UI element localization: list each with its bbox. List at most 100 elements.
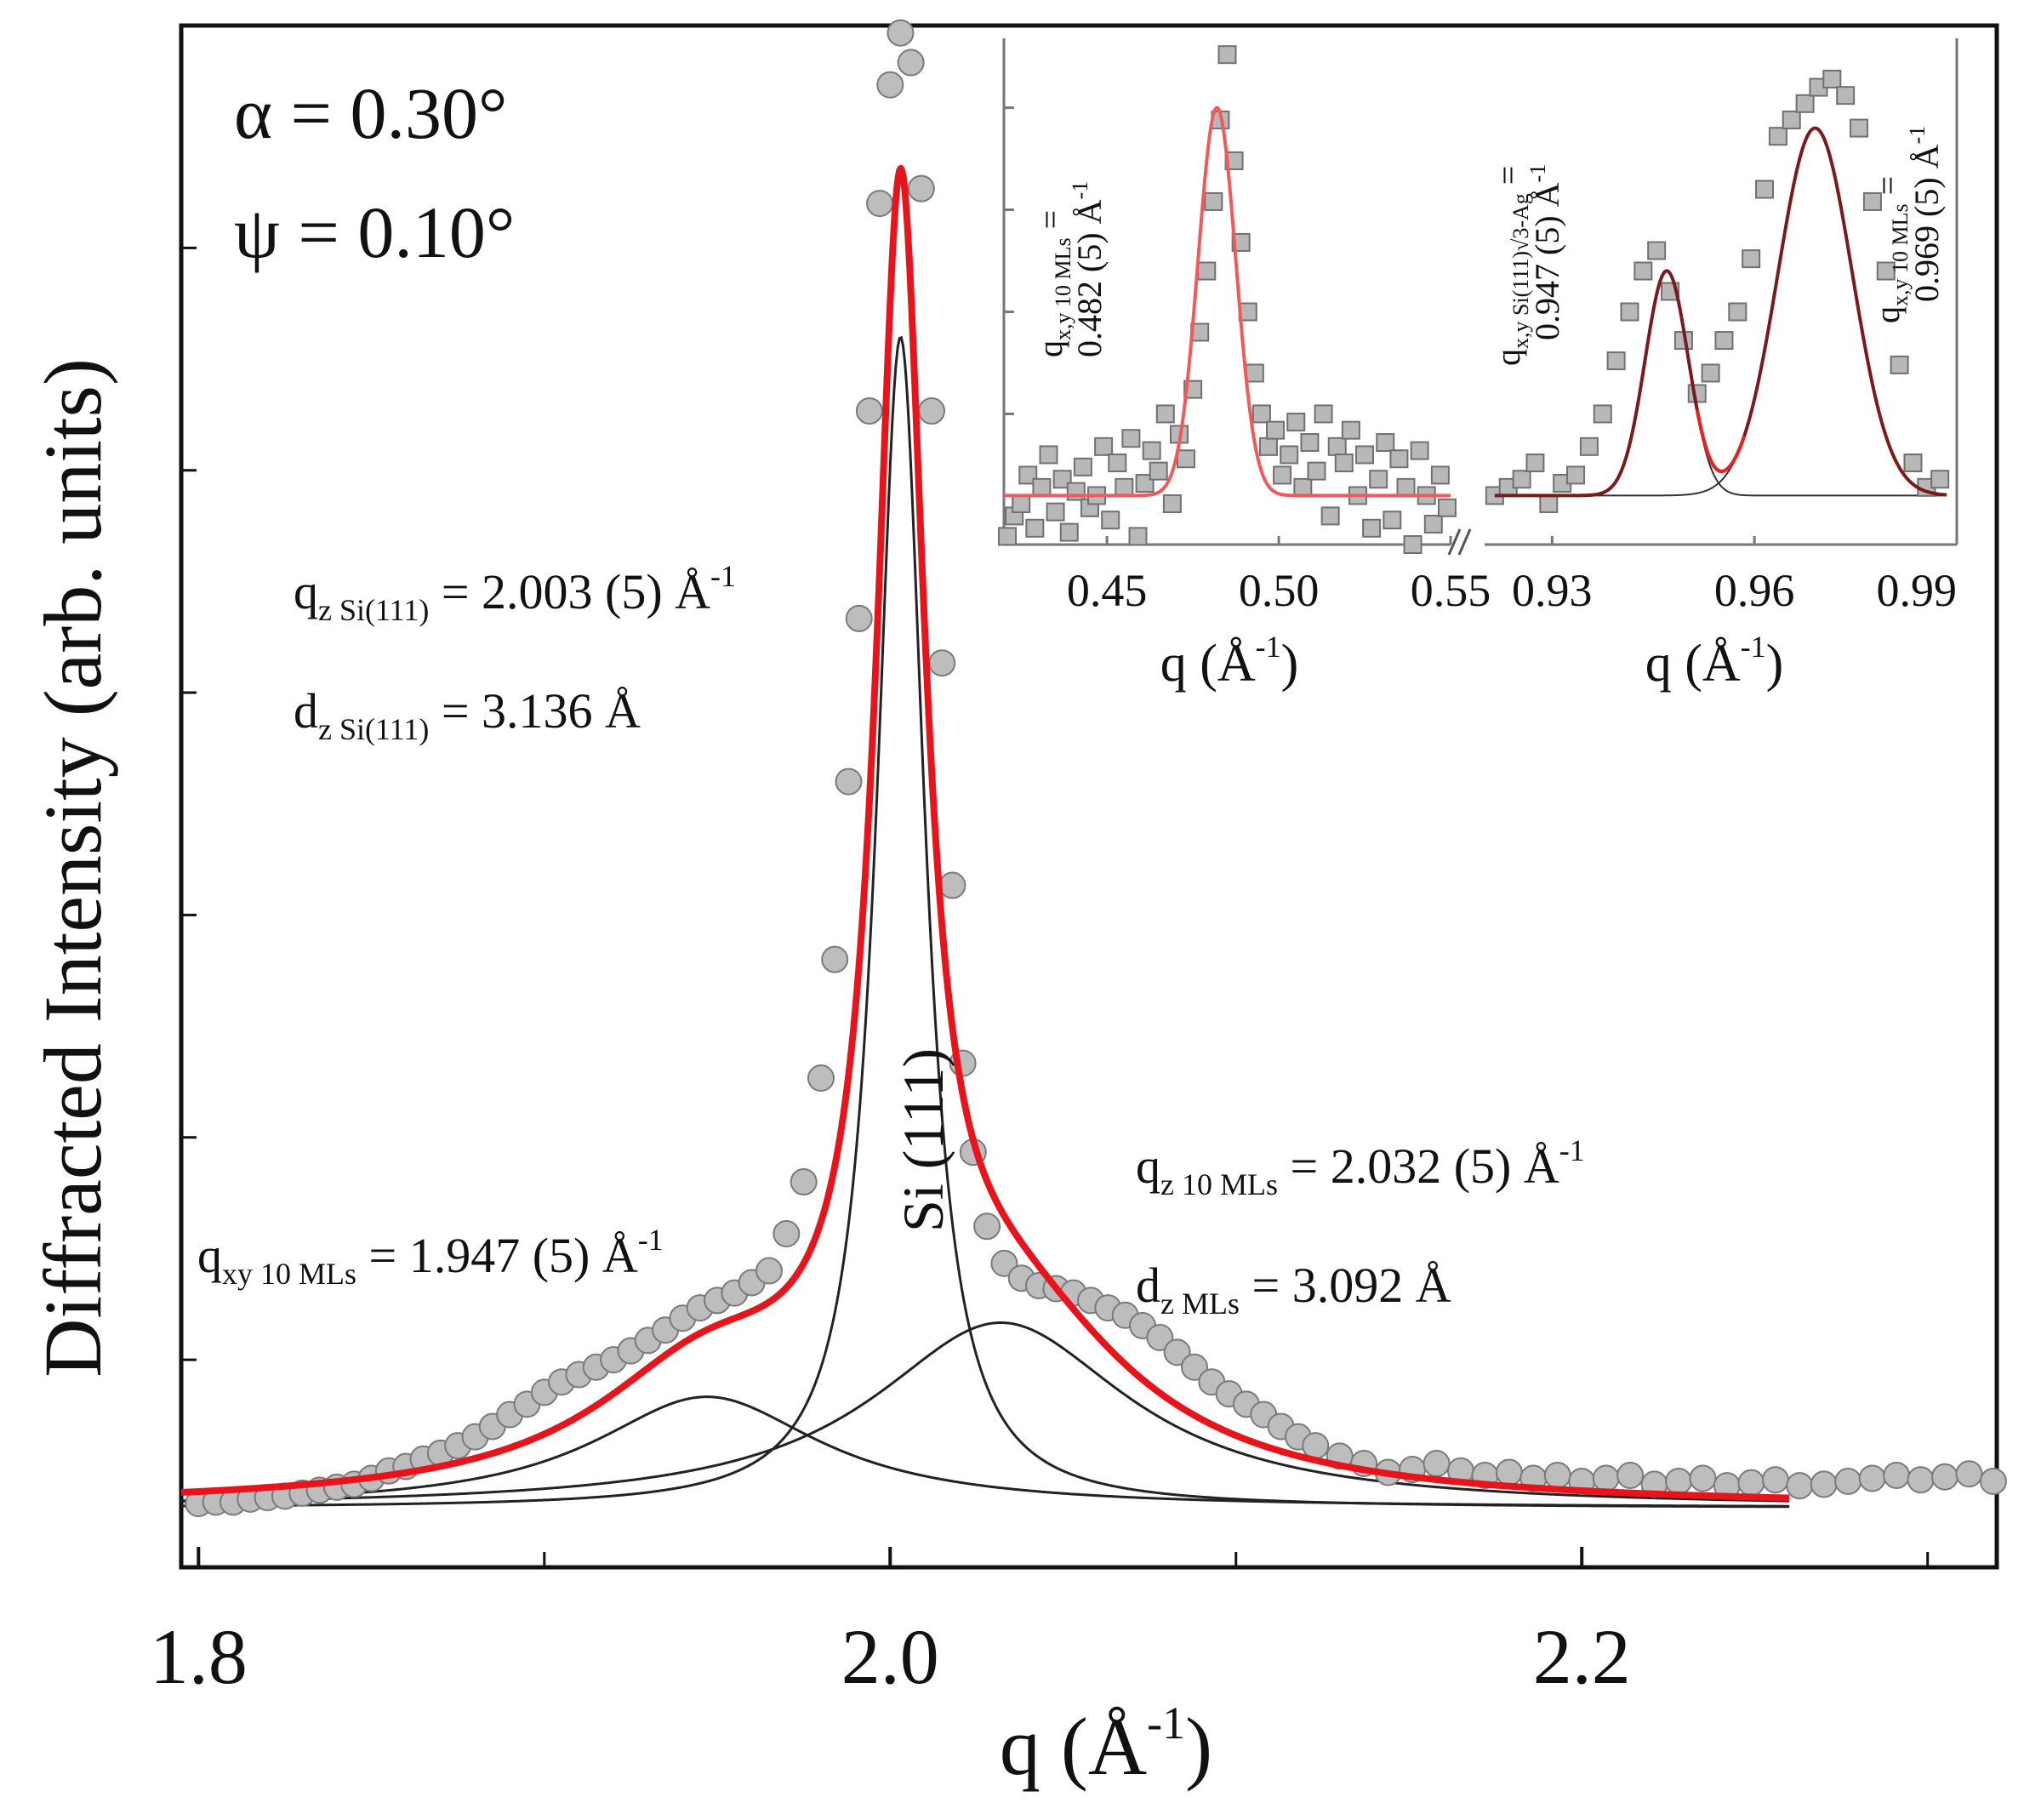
inset-right-x-tick-label: 0.99 [1877, 565, 1958, 616]
inset-left-data-point [1383, 511, 1402, 530]
inset-left-data-point [1273, 465, 1292, 485]
inset-left-data-point [998, 527, 1018, 546]
data-point [887, 19, 915, 47]
inset-right-data-point [1890, 355, 1909, 374]
inset-left-data-point [1280, 445, 1299, 465]
x-tick-label: 2.2 [1533, 1613, 1631, 1700]
inset-left-data-point [1396, 477, 1416, 497]
data-point [845, 604, 873, 632]
inset-right-fit-highlight [1695, 409, 1747, 473]
inset-left-data-point [1142, 441, 1161, 460]
inset-left-data-point [1286, 413, 1306, 432]
fit-component-2 [180, 1321, 1790, 1503]
inset-left-data-point [1073, 457, 1092, 476]
qz-si-annotation: qz Si(111) = 2.003 (5) Å-1 [294, 559, 736, 627]
inset-right-data-point [1876, 261, 1896, 281]
inset-left-data-point [1162, 494, 1182, 514]
data-point [973, 1212, 1001, 1241]
dz-si-annotation: dz Si(111) = 3.136 Å [294, 683, 641, 746]
inset-plots: 0.45 0.50 0.55 q (Å-1) qx,y 10 MLs = 0.482… [991, 34, 1991, 693]
inset-left-data-point [1197, 261, 1217, 281]
inset-right-data-point [1566, 465, 1586, 485]
inset-left-data-points [998, 45, 1457, 554]
data-point [1665, 1467, 1693, 1495]
inset-left-data-point [1334, 454, 1354, 473]
inset-right-data-point [1755, 180, 1775, 199]
data-point [1907, 1466, 1935, 1494]
inset-right-data-point [1903, 454, 1923, 473]
inset-left-data-point [1204, 191, 1223, 211]
data-point [938, 871, 966, 899]
data-point [1689, 1464, 1717, 1492]
data-point [773, 1219, 801, 1247]
inset-left-data-point [1327, 436, 1347, 456]
data-point [918, 397, 946, 425]
fit-components [180, 335, 1790, 1509]
inset-left-data-point [1293, 477, 1313, 497]
inset-left-data-point [1300, 433, 1320, 453]
inset-left-x-tick-label: 0.45 [1067, 565, 1148, 616]
x-axis-label: q (Å-1) [1000, 1697, 1212, 1792]
inset-right-data-point [1850, 118, 1869, 138]
inset-right-data-point [1782, 110, 1801, 129]
inset-left-data-point [1012, 494, 1031, 514]
inset-left-data-point [1430, 465, 1450, 485]
inset-left-data-point [1369, 470, 1388, 489]
inset-left-data-point [1376, 433, 1395, 453]
inset-left-data-point [1177, 449, 1196, 469]
inset-left-data-point [1423, 515, 1443, 534]
inset-left-x-tick-label: 0.55 [1411, 565, 1491, 616]
inset-right-data-point [1687, 384, 1707, 403]
inset-right-data-point [1593, 404, 1612, 424]
alpha-parameter: α = 0.30° [234, 72, 507, 154]
inset-right-data-point [1836, 86, 1856, 106]
inset-right-data-point [1512, 470, 1531, 489]
x-tick-label: 1.8 [150, 1613, 248, 1700]
inset-right-annotation-a-line1: qx,y Si(111)√3-Ag = [1489, 166, 1533, 366]
data-point [755, 1257, 784, 1285]
inset-left-fit-line [1004, 106, 1451, 498]
inset-left-data-point [1066, 482, 1086, 501]
inset-right-data-point [1539, 494, 1559, 514]
y-axis-label: Diffracted Intensity (arb. units) [27, 358, 118, 1378]
inset-left-data-point [1231, 232, 1251, 252]
data-point [1495, 1458, 1523, 1486]
data-point [807, 1064, 835, 1093]
data-point [1955, 1460, 1983, 1488]
inset-right-data-point [1714, 331, 1734, 351]
inset-right-data-point [1606, 351, 1626, 371]
inset-left-data-point [1341, 420, 1360, 440]
inset-right-data-point [1701, 363, 1720, 383]
psi-parameter: ψ = 0.10° [234, 191, 515, 273]
inset-left-data-point [1245, 363, 1264, 383]
inset-left-data-point [1307, 461, 1326, 481]
inset-right-data-point [1742, 249, 1761, 269]
inset-left-data-point [1320, 506, 1340, 526]
inset-right-data-point [1862, 191, 1882, 211]
inset-right-annotation-b-line2: 0.969 (5) Å-1 [1905, 126, 1946, 302]
inset-right-x-tick-label: 0.96 [1714, 565, 1795, 616]
data-point [1761, 1466, 1789, 1494]
inset-left-data-point [1155, 404, 1175, 424]
data-point [1931, 1463, 1959, 1491]
inset-left-data-point [1018, 465, 1038, 485]
data-point [1810, 1470, 1838, 1498]
data-point [866, 190, 894, 218]
inset-left-data-point [1046, 502, 1065, 522]
inset-left-data-point [1052, 470, 1072, 489]
data-point [821, 945, 849, 973]
inset-left-data-point [1121, 429, 1141, 448]
inset-left-ticks: 0.45 0.50 0.55 [1004, 106, 1491, 616]
x-tick-label: 2.0 [841, 1613, 939, 1700]
data-point [928, 649, 956, 677]
data-point [1979, 1467, 2007, 1495]
inset-left-data-point [1101, 511, 1120, 530]
inset-left-annotation-line1: qx,y 10 MLs = [1031, 210, 1075, 357]
fit-component-3 [180, 1395, 1790, 1508]
inset-right-data-point [1728, 302, 1747, 322]
total-fit-line [179, 164, 1792, 1502]
data-point [907, 174, 935, 203]
inset-left-x-tick-label: 0.50 [1239, 565, 1320, 616]
data-point [1423, 1450, 1451, 1478]
inset-left-data-point [1403, 535, 1423, 554]
